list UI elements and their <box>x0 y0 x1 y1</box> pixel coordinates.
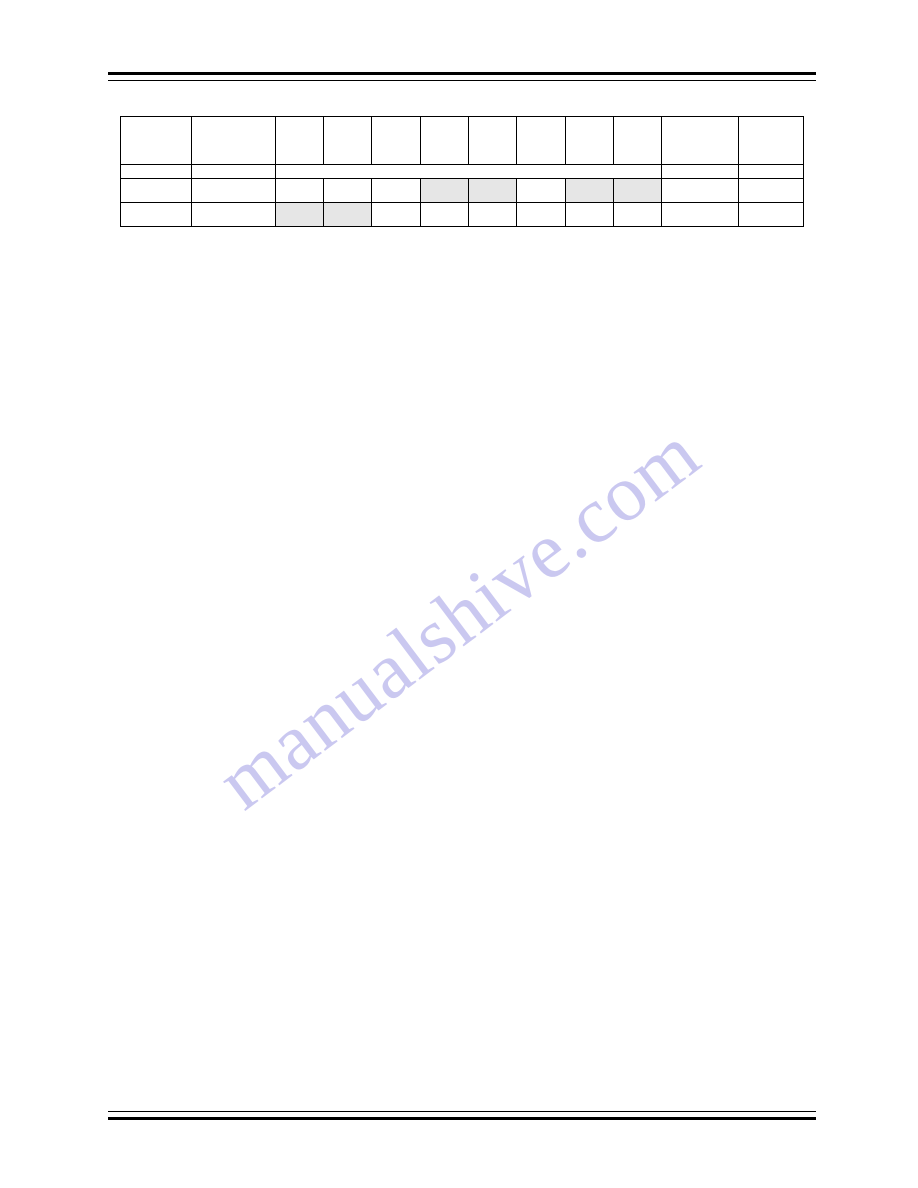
table-cell <box>420 203 468 227</box>
watermark-text: manualshive.com <box>201 408 717 828</box>
page: manualshive.com <box>0 0 918 1188</box>
table-cell <box>468 203 516 227</box>
table-cell <box>275 117 323 165</box>
table-cell <box>323 117 371 165</box>
table-row <box>121 203 804 227</box>
table-cell <box>121 203 192 227</box>
table-cell <box>613 203 661 227</box>
table-cell <box>613 179 661 203</box>
table-cell <box>191 117 275 165</box>
table-cell <box>323 179 371 203</box>
table-cell <box>420 179 468 203</box>
table-cell <box>372 117 420 165</box>
table-cell <box>517 179 565 203</box>
table-cell <box>739 179 804 203</box>
table-row <box>121 117 804 165</box>
table-cell <box>517 203 565 227</box>
table-cell <box>468 179 516 203</box>
table-cell <box>662 117 739 165</box>
table-cell <box>739 165 804 179</box>
table-cell <box>191 203 275 227</box>
table-cell <box>662 203 739 227</box>
table-cell <box>565 179 613 203</box>
table-cell <box>739 117 804 165</box>
top-rule-outer <box>108 72 816 75</box>
table-cell <box>275 165 662 179</box>
table-cell <box>323 203 371 227</box>
table-row <box>121 165 804 179</box>
table-cell <box>275 203 323 227</box>
table-body <box>121 117 804 227</box>
table-cell <box>191 165 275 179</box>
table-cell <box>739 203 804 227</box>
table-cell <box>517 117 565 165</box>
table-cell <box>662 165 739 179</box>
table-cell <box>372 203 420 227</box>
table-cell <box>468 117 516 165</box>
table-cell <box>275 179 323 203</box>
table-cell <box>420 117 468 165</box>
table-cell <box>121 179 192 203</box>
bottom-rule-outer <box>108 1117 816 1120</box>
top-rule-inner <box>108 80 816 81</box>
table-cell <box>191 179 275 203</box>
table-cell <box>372 179 420 203</box>
table-cell <box>613 117 661 165</box>
data-table <box>120 116 804 227</box>
table-cell <box>565 117 613 165</box>
table-row <box>121 179 804 203</box>
table-cell <box>121 165 192 179</box>
bottom-rule-inner <box>108 1111 816 1112</box>
table-cell <box>662 179 739 203</box>
table-cell <box>121 117 192 165</box>
data-table-wrap <box>120 116 804 227</box>
table-cell <box>565 203 613 227</box>
